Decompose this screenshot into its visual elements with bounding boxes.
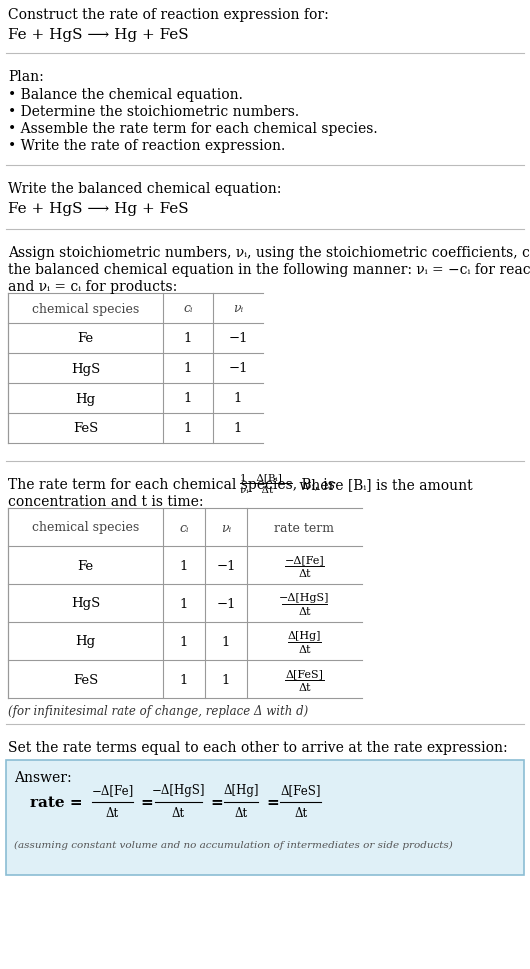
Text: The rate term for each chemical species, Bᵢ, is: The rate term for each chemical species,…	[8, 478, 339, 491]
Text: −1: −1	[228, 362, 248, 375]
Text: Assign stoichiometric numbers, νᵢ, using the stoichiometric coefficients, cᵢ, fr: Assign stoichiometric numbers, νᵢ, using…	[8, 246, 530, 260]
Text: Write the balanced chemical equation:: Write the balanced chemical equation:	[8, 182, 281, 196]
Text: concentration and t is time:: concentration and t is time:	[8, 494, 204, 509]
Text: =: =	[267, 796, 279, 809]
Text: Fe: Fe	[77, 559, 94, 572]
Text: Δt: Δt	[298, 607, 311, 616]
Text: Construct the rate of reaction expression for:: Construct the rate of reaction expressio…	[8, 8, 329, 22]
Text: chemical species: chemical species	[32, 302, 139, 315]
Text: Δt: Δt	[298, 682, 311, 692]
Text: Plan:: Plan:	[8, 70, 44, 84]
Text: 1: 1	[180, 635, 188, 648]
Text: cᵢ: cᵢ	[179, 521, 189, 534]
Text: Δ[Hg]: Δ[Hg]	[224, 783, 259, 797]
Text: and νᵢ = cᵢ for products:: and νᵢ = cᵢ for products:	[8, 280, 177, 294]
Text: 1: 1	[222, 635, 230, 648]
Text: Set the rate terms equal to each other to arrive at the rate expression:: Set the rate terms equal to each other t…	[8, 740, 508, 754]
Text: Hg: Hg	[75, 392, 95, 405]
Text: νᵢ    Δt: νᵢ Δt	[240, 485, 273, 494]
Text: −1: −1	[216, 559, 236, 572]
Text: 1: 1	[184, 362, 192, 375]
Text: 1: 1	[180, 559, 188, 572]
Text: Δt: Δt	[172, 806, 185, 819]
Text: νᵢ: νᵢ	[233, 302, 243, 315]
Text: HgS: HgS	[71, 597, 100, 610]
Text: Δ[FeS]: Δ[FeS]	[280, 783, 321, 797]
Text: chemical species: chemical species	[32, 521, 139, 534]
Text: FeS: FeS	[73, 672, 98, 686]
Text: rate =: rate =	[30, 796, 88, 809]
Text: 1: 1	[184, 332, 192, 345]
Text: νᵢ: νᵢ	[221, 521, 231, 534]
Text: Δ[Hg]: Δ[Hg]	[288, 631, 321, 641]
Text: FeS: FeS	[73, 422, 98, 435]
Text: −Δ[Fe]: −Δ[Fe]	[285, 554, 324, 564]
Text: 1: 1	[234, 392, 242, 405]
Text: −Δ[HgS]: −Δ[HgS]	[152, 783, 205, 797]
Text: cᵢ: cᵢ	[183, 302, 193, 315]
Text: Hg: Hg	[75, 635, 95, 648]
Text: • Assemble the rate term for each chemical species.: • Assemble the rate term for each chemic…	[8, 122, 377, 136]
Text: Δt: Δt	[298, 644, 311, 654]
Text: Δt: Δt	[298, 569, 311, 578]
FancyBboxPatch shape	[6, 761, 524, 875]
Text: −Δ[HgS]: −Δ[HgS]	[279, 592, 330, 603]
Text: HgS: HgS	[71, 362, 100, 375]
Text: 1: 1	[222, 672, 230, 686]
Text: 1: 1	[180, 597, 188, 610]
Text: • Write the rate of reaction expression.: • Write the rate of reaction expression.	[8, 139, 285, 153]
Text: Fe + HgS ⟶ Hg + FeS: Fe + HgS ⟶ Hg + FeS	[8, 28, 189, 42]
Text: (for infinitesimal rate of change, replace Δ with d): (for infinitesimal rate of change, repla…	[8, 704, 308, 717]
Text: Fe: Fe	[77, 332, 94, 345]
Text: where [Bᵢ] is the amount: where [Bᵢ] is the amount	[295, 478, 473, 491]
Text: • Determine the stoichiometric numbers.: • Determine the stoichiometric numbers.	[8, 105, 299, 119]
Text: −1: −1	[216, 597, 236, 610]
Text: • Balance the chemical equation.: • Balance the chemical equation.	[8, 88, 243, 102]
Text: 1: 1	[180, 672, 188, 686]
Text: (assuming constant volume and no accumulation of intermediates or side products): (assuming constant volume and no accumul…	[14, 840, 453, 849]
Text: 1: 1	[184, 392, 192, 405]
Text: Fe + HgS ⟶ Hg + FeS: Fe + HgS ⟶ Hg + FeS	[8, 202, 189, 216]
Text: Δt: Δt	[294, 806, 307, 819]
Text: rate term: rate term	[275, 521, 334, 534]
Text: Δt: Δt	[235, 806, 248, 819]
Text: the balanced chemical equation in the following manner: νᵢ = −cᵢ for reactants: the balanced chemical equation in the fo…	[8, 263, 530, 277]
Text: Answer:: Answer:	[14, 770, 72, 784]
Text: Δ[FeS]: Δ[FeS]	[286, 669, 323, 678]
Text: −1: −1	[228, 332, 248, 345]
Text: 1   Δ[Bᵢ]: 1 Δ[Bᵢ]	[240, 473, 282, 482]
Text: =: =	[141, 796, 154, 809]
Text: 1: 1	[184, 422, 192, 435]
Text: 1: 1	[234, 422, 242, 435]
Text: Δt: Δt	[106, 806, 119, 819]
Text: =: =	[210, 796, 223, 809]
Text: −Δ[Fe]: −Δ[Fe]	[91, 783, 134, 797]
